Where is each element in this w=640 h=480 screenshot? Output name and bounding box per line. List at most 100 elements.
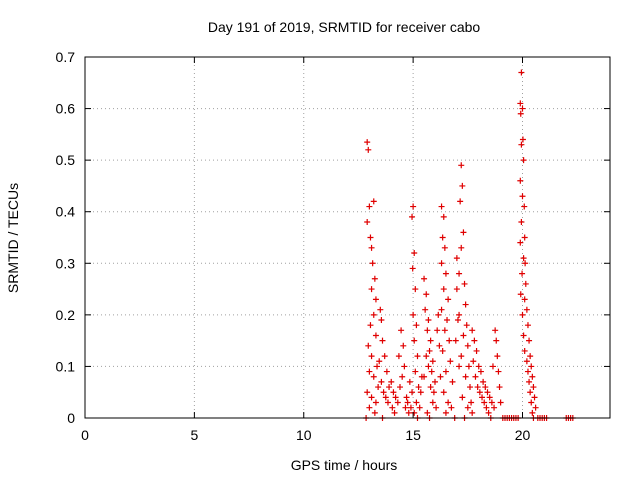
data-point — [480, 378, 487, 385]
data-point — [401, 363, 408, 370]
data-point — [441, 327, 448, 334]
data-point — [427, 384, 434, 391]
data-point — [481, 399, 488, 406]
data-point — [426, 347, 433, 354]
y-tick-label: 0.3 — [56, 255, 76, 271]
data-point — [456, 363, 463, 370]
x-axis-label: GPS time / hours — [291, 457, 398, 473]
data-point — [482, 384, 489, 391]
data-point — [474, 384, 481, 391]
data-point — [464, 404, 471, 411]
data-point — [370, 373, 377, 380]
data-point — [366, 404, 373, 411]
data-point — [395, 353, 402, 360]
y-axis-ticks: 0 0.1 0.2 0.3 0.4 0.5 0.6 0.7 — [56, 49, 610, 426]
data-point — [469, 409, 476, 416]
data-point — [528, 399, 535, 406]
data-point — [517, 100, 524, 107]
data-point — [399, 373, 406, 380]
data-point — [519, 105, 526, 112]
data-point — [494, 353, 501, 360]
data-point — [413, 399, 420, 406]
y-tick-label: 0.5 — [56, 152, 76, 168]
data-point — [436, 342, 443, 349]
data-point — [493, 337, 500, 344]
data-point — [479, 394, 486, 401]
data-point — [434, 327, 441, 334]
data-point — [532, 404, 539, 411]
data-point — [517, 177, 524, 184]
data-point — [425, 317, 432, 324]
data-point — [368, 286, 375, 293]
data-point — [484, 389, 491, 396]
data-point — [458, 162, 465, 169]
data-point — [472, 373, 479, 380]
chart-title: Day 191 of 2019, SRMTID for receiver cab… — [208, 19, 481, 35]
x-tick-label: 15 — [405, 427, 421, 443]
data-point — [413, 322, 420, 329]
data-point — [445, 296, 452, 303]
data-point — [371, 275, 378, 282]
data-point — [365, 146, 372, 153]
data-point — [459, 182, 466, 189]
data-point — [423, 353, 430, 360]
data-point — [410, 203, 417, 210]
data-point — [496, 384, 503, 391]
data-point — [449, 378, 456, 385]
data-point — [423, 291, 430, 298]
data-point — [453, 286, 460, 293]
data-point — [523, 306, 530, 313]
data-point — [457, 198, 464, 205]
data-point — [374, 363, 381, 370]
data-point — [471, 337, 478, 344]
data-point — [376, 358, 383, 365]
data-point — [452, 337, 459, 344]
data-point — [476, 389, 483, 396]
data-point — [518, 219, 525, 226]
data-point — [527, 353, 534, 360]
data-point — [521, 296, 528, 303]
x-tick-label: 20 — [515, 427, 531, 443]
data-point — [517, 110, 524, 117]
data-point — [527, 389, 534, 396]
data-point — [377, 306, 384, 313]
data-point — [460, 229, 467, 236]
data-point — [388, 378, 395, 385]
data-point — [454, 317, 461, 324]
data-point — [530, 384, 537, 391]
data-point — [528, 363, 535, 370]
data-point — [529, 373, 536, 380]
data-point — [437, 373, 444, 380]
data-point — [456, 311, 463, 318]
data-point — [428, 368, 435, 375]
data-point — [485, 409, 492, 416]
data-point — [381, 353, 388, 360]
data-point — [367, 234, 374, 241]
data-point — [391, 409, 398, 416]
data-point — [389, 404, 396, 411]
data-point — [517, 239, 524, 246]
data-point — [421, 373, 428, 380]
data-point — [456, 270, 463, 277]
data-point — [406, 378, 413, 385]
data-point — [368, 353, 375, 360]
data-point — [439, 234, 446, 241]
data-point — [386, 384, 393, 391]
data-point — [464, 342, 471, 349]
data-point — [441, 244, 448, 251]
data-point — [379, 337, 386, 344]
x-tick-label: 0 — [81, 427, 89, 443]
data-point — [462, 301, 469, 308]
data-point — [370, 198, 377, 205]
data-point — [522, 260, 529, 267]
x-tick-label: 5 — [190, 427, 198, 443]
data-point — [524, 368, 531, 375]
data-point — [415, 384, 422, 391]
data-point — [429, 358, 436, 365]
data-point — [523, 358, 530, 365]
data-point — [378, 317, 385, 324]
data-point — [486, 394, 493, 401]
data-point — [458, 353, 465, 360]
data-point — [453, 255, 460, 262]
